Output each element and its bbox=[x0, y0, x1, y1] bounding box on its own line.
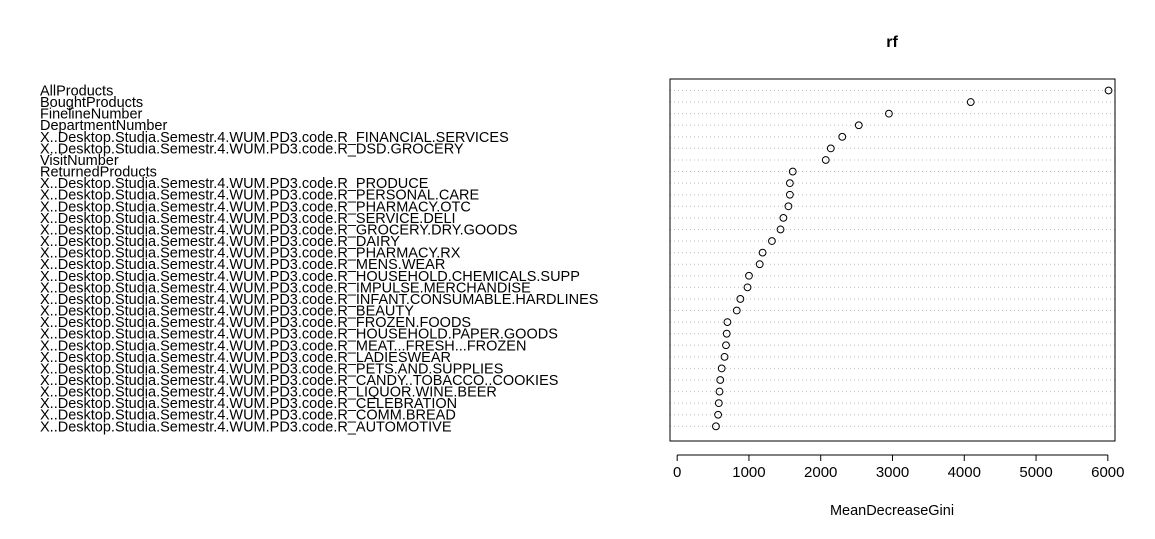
data-point bbox=[966, 98, 975, 106]
variable-label: X..Desktop.Studia.Semestr.4.WUM.PD3.code… bbox=[40, 222, 518, 238]
variable-label: X..Desktop.Studia.Semestr.4.WUM.PD3.code… bbox=[40, 361, 503, 377]
variable-label: FinelineNumber bbox=[40, 107, 143, 123]
data-point bbox=[785, 190, 794, 199]
variable-label: VisitNumber bbox=[40, 153, 119, 169]
x-tick-label: 1000 bbox=[732, 464, 765, 481]
data-point bbox=[712, 422, 720, 431]
variable-label: X..Desktop.Studia.Semestr.4.WUM.PD3.code… bbox=[40, 246, 461, 262]
variable-label: X..Desktop.Studia.Semestr.4.WUM.PD3.code… bbox=[40, 304, 414, 320]
x-axis-title: MeanDecreaseGini bbox=[830, 503, 954, 519]
data-point bbox=[714, 399, 723, 408]
variable-labels: AllProductsBoughtProductsFinelineNumberD… bbox=[40, 84, 598, 436]
variable-label: X..Desktop.Studia.Semestr.4.WUM.PD3.code… bbox=[40, 257, 445, 273]
data-point bbox=[736, 295, 745, 303]
data-point bbox=[1104, 86, 1113, 95]
data-point bbox=[785, 179, 794, 188]
variable-label: AllProducts bbox=[40, 84, 113, 100]
variable-label: X..Desktop.Studia.Semestr.4.WUM.PD3.code… bbox=[40, 373, 558, 389]
data-point bbox=[745, 271, 753, 280]
data-point bbox=[838, 132, 847, 141]
data-point bbox=[776, 225, 785, 234]
data-point bbox=[720, 352, 729, 361]
data-point bbox=[715, 387, 724, 396]
x-axis: 0 1000 2000 3000 4000 5000 6000 bbox=[673, 454, 1125, 481]
x-tick-label: 4000 bbox=[948, 464, 981, 481]
variable-label: X..Desktop.Studia.Semestr.4.WUM.PD3.code… bbox=[40, 269, 580, 285]
variable-label: X..Desktop.Studia.Semestr.4.WUM.PD3.code… bbox=[40, 141, 464, 157]
data-point bbox=[716, 376, 725, 384]
x-tick-label: 6000 bbox=[1091, 464, 1124, 481]
variable-label: X..Desktop.Studia.Semestr.4.WUM.PD3.code… bbox=[40, 385, 497, 401]
data-point bbox=[743, 283, 752, 292]
data-point bbox=[826, 144, 835, 153]
variable-label: X..Desktop.Studia.Semestr.4.WUM.PD3.code… bbox=[40, 408, 456, 424]
variable-label: X..Desktop.Studia.Semestr.4.WUM.PD3.code… bbox=[40, 396, 457, 412]
variable-label: X..Desktop.Studia.Semestr.4.WUM.PD3.code… bbox=[40, 176, 429, 192]
variable-label: X..Desktop.Studia.Semestr.4.WUM.PD3.code… bbox=[40, 315, 471, 331]
variable-label: X..Desktop.Studia.Semestr.4.WUM.PD3.code… bbox=[40, 419, 452, 435]
data-point bbox=[722, 341, 730, 350]
data-point bbox=[723, 318, 732, 327]
data-point bbox=[779, 213, 788, 222]
x-tick-label: 3000 bbox=[876, 464, 909, 481]
data-point bbox=[885, 109, 893, 118]
variable-label: X..Desktop.Studia.Semestr.4.WUM.PD3.code… bbox=[40, 199, 471, 215]
plot-frame bbox=[669, 78, 1116, 442]
data-point bbox=[784, 202, 793, 211]
chart-title: rf bbox=[886, 34, 898, 51]
data-point bbox=[717, 364, 726, 373]
data-point bbox=[854, 121, 863, 130]
data-point bbox=[821, 156, 830, 164]
variable-label: X..Desktop.Studia.Semestr.4.WUM.PD3.code… bbox=[40, 327, 558, 343]
data-point bbox=[714, 410, 722, 419]
x-tick-label: 2000 bbox=[804, 464, 837, 481]
variable-label: X..Desktop.Studia.Semestr.4.WUM.PD3.code… bbox=[40, 188, 480, 204]
variable-label: X..Desktop.Studia.Semestr.4.WUM.PD3.code… bbox=[40, 130, 509, 146]
variable-label: ReturnedProducts bbox=[40, 165, 157, 181]
data-point bbox=[732, 306, 741, 315]
variable-label: X..Desktop.Studia.Semestr.4.WUM.PD3.code… bbox=[40, 234, 400, 250]
variable-label: X..Desktop.Studia.Semestr.4.WUM.PD3.code… bbox=[40, 211, 456, 227]
data-point bbox=[722, 329, 731, 338]
data-point bbox=[768, 237, 776, 245]
data-points bbox=[712, 86, 1113, 431]
data-point bbox=[758, 248, 767, 257]
data-point bbox=[755, 260, 764, 269]
data-point bbox=[788, 167, 797, 176]
grid-lines bbox=[670, 90, 1115, 427]
variable-label: X..Desktop.Studia.Semestr.4.WUM.PD3.code… bbox=[40, 338, 526, 354]
x-tick-label: 5000 bbox=[1019, 464, 1052, 481]
x-tick-label: 0 bbox=[673, 464, 681, 481]
variable-label: X..Desktop.Studia.Semestr.4.WUM.PD3.code… bbox=[40, 280, 531, 296]
variable-label: DepartmentNumber bbox=[40, 118, 167, 134]
variable-label: X..Desktop.Studia.Semestr.4.WUM.PD3.code… bbox=[40, 292, 598, 308]
variable-label: BoughtProducts bbox=[40, 95, 143, 111]
variable-label: X..Desktop.Studia.Semestr.4.WUM.PD3.code… bbox=[40, 350, 451, 366]
